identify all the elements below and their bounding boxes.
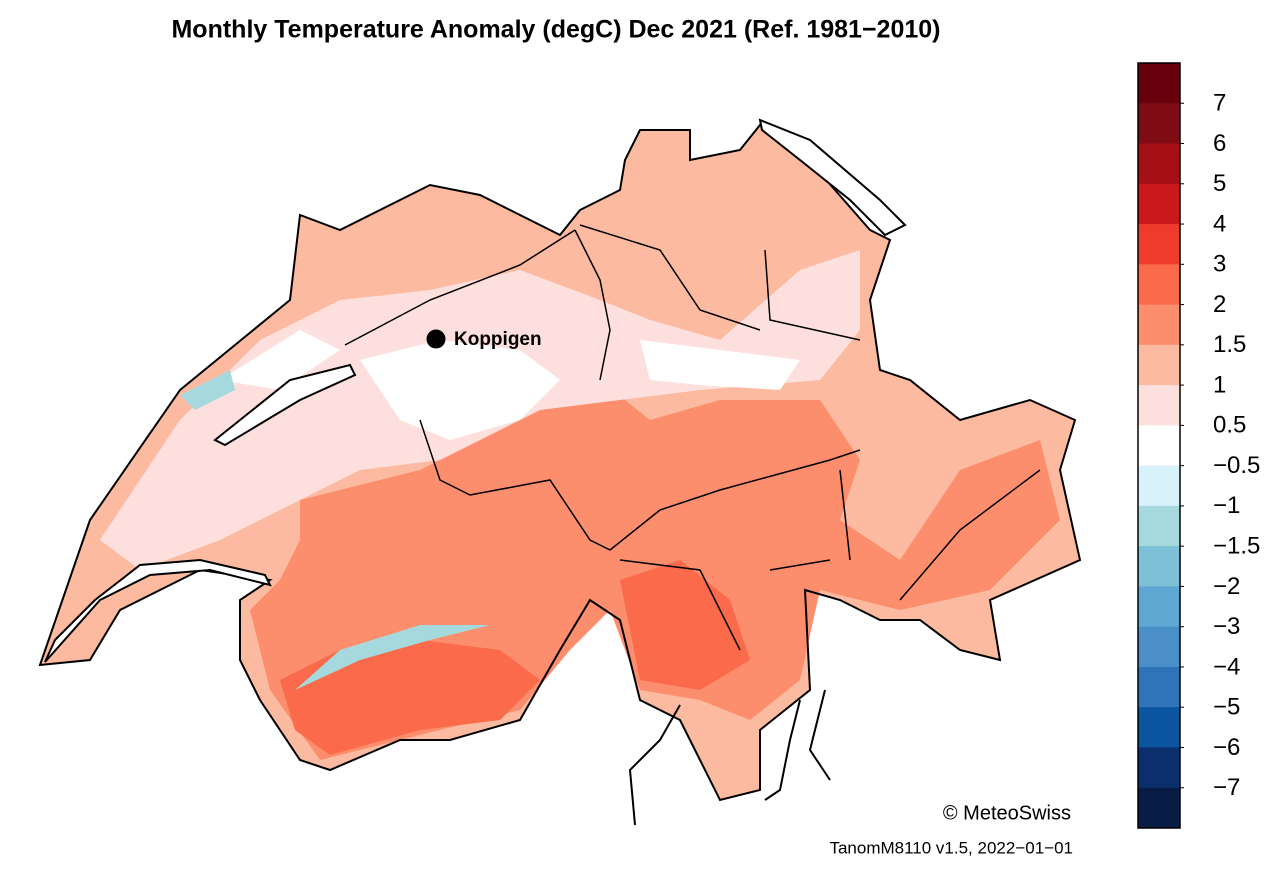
colorbar-tick-label: 1.5 <box>1213 331 1246 358</box>
colorbar-tick-label: −0.5 <box>1213 452 1260 479</box>
location-marker <box>426 329 446 349</box>
colorbar-box <box>1138 63 1180 104</box>
colorbar-box <box>1138 143 1180 185</box>
lake-constance <box>758 118 907 237</box>
colorbar-tick-label: 5 <box>1213 170 1226 197</box>
colorbar-tick-label: 7 <box>1213 90 1226 117</box>
colorbar-tick-label: −3 <box>1213 613 1240 640</box>
colorbar-tick-label: −1.5 <box>1213 533 1260 560</box>
colorbar-tick-label: 1 <box>1213 371 1226 398</box>
colorbar-tick-label: 2 <box>1213 291 1226 318</box>
colorbar-box <box>1138 344 1180 386</box>
colorbar-tick-label: 4 <box>1213 210 1226 237</box>
lake-neuchatel <box>213 363 357 447</box>
colorbar-box <box>1138 505 1180 547</box>
colorbar-box <box>1138 183 1180 225</box>
colorbar-tick-label: 6 <box>1213 130 1226 157</box>
colorbar-box <box>1138 626 1180 668</box>
hot-area <box>280 560 750 755</box>
credit: © MeteoSwiss <box>943 802 1071 824</box>
colorbar-box <box>1138 385 1180 426</box>
cold-area <box>180 370 490 690</box>
colorbar-frame <box>1137 62 1181 829</box>
colorbar-tick-label: 3 <box>1213 251 1226 278</box>
neutral-area <box>220 330 800 440</box>
colorbar-box <box>1138 224 1180 265</box>
lake-geneva <box>44 558 272 663</box>
colorbar-box <box>1138 747 1180 789</box>
map: Koppigen <box>38 118 1082 826</box>
colorbar-box <box>1138 465 1180 507</box>
colorbar-tick-label: −1 <box>1213 492 1240 519</box>
colorbar: 7 6 5 4 3 2 1.5 1 0.5 −0.5 −1 −1.5 −2 −3 −4 −5 −6 −7 <box>1137 62 1260 829</box>
colorbar-tick-label: −5 <box>1213 694 1240 721</box>
colorbar-box <box>1138 707 1180 748</box>
colorbar-tick-label: −7 <box>1213 774 1240 801</box>
colorbar-box <box>1138 586 1180 628</box>
colorbar-box <box>1138 666 1180 708</box>
location-label: Koppigen <box>454 329 542 350</box>
colorbar-box <box>1138 546 1180 587</box>
colorbar-tick-label: −4 <box>1213 653 1240 680</box>
lake-maggiore <box>628 689 831 826</box>
colorbar-tick-label: 0.5 <box>1213 412 1246 439</box>
title: Monthly Temperature Anomaly (degC) Dec 2… <box>171 16 940 44</box>
colorbar-box <box>1138 304 1180 346</box>
border <box>38 123 1082 802</box>
canton-borders <box>344 224 1041 651</box>
colorbar-tick-label: −6 <box>1213 734 1240 761</box>
colorbar-box <box>1138 264 1180 306</box>
colorbar-box <box>1138 103 1180 145</box>
version: TanomM8110 v1.5, 2022−01−01 <box>829 838 1073 857</box>
colorbar-tick-label: −2 <box>1213 573 1240 600</box>
colorbar-box <box>1138 425 1180 467</box>
colorbar-box <box>1138 787 1180 829</box>
